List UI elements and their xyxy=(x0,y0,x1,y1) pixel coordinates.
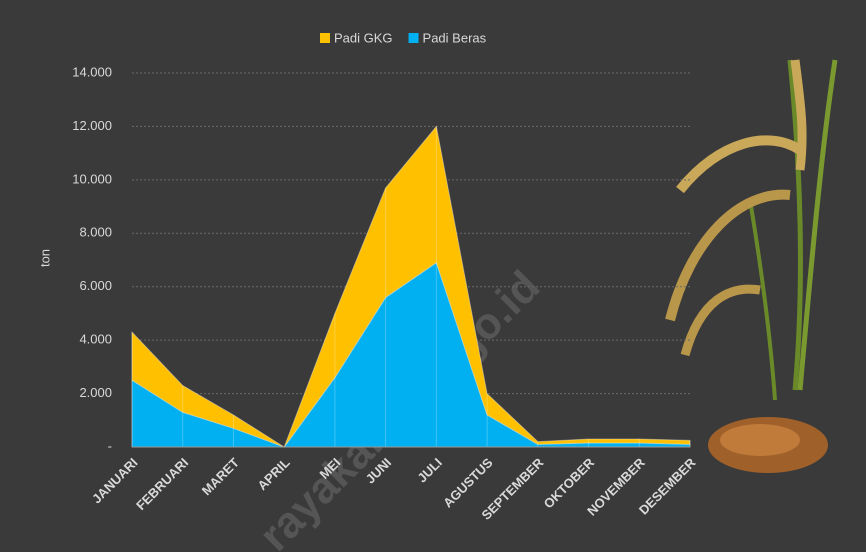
y-tick-label: - xyxy=(108,438,112,453)
legend-swatch xyxy=(320,33,330,43)
y-tick-label: 10.000 xyxy=(72,171,112,186)
y-tick-label: 8.000 xyxy=(79,225,112,240)
legend-label: Padi Beras xyxy=(423,30,487,45)
y-tick-label: 6.000 xyxy=(79,278,112,293)
legend-label: Padi GKG xyxy=(334,30,393,45)
rice-illustration xyxy=(665,59,838,473)
legend-swatch xyxy=(408,33,419,43)
y-tick-label: 14.000 xyxy=(72,64,112,79)
y-tick-label: 4.000 xyxy=(79,332,112,347)
y-tick-label: 12.000 xyxy=(72,118,112,133)
y-axis-label: ton xyxy=(37,249,52,267)
y-tick-label: 2.000 xyxy=(79,385,112,400)
